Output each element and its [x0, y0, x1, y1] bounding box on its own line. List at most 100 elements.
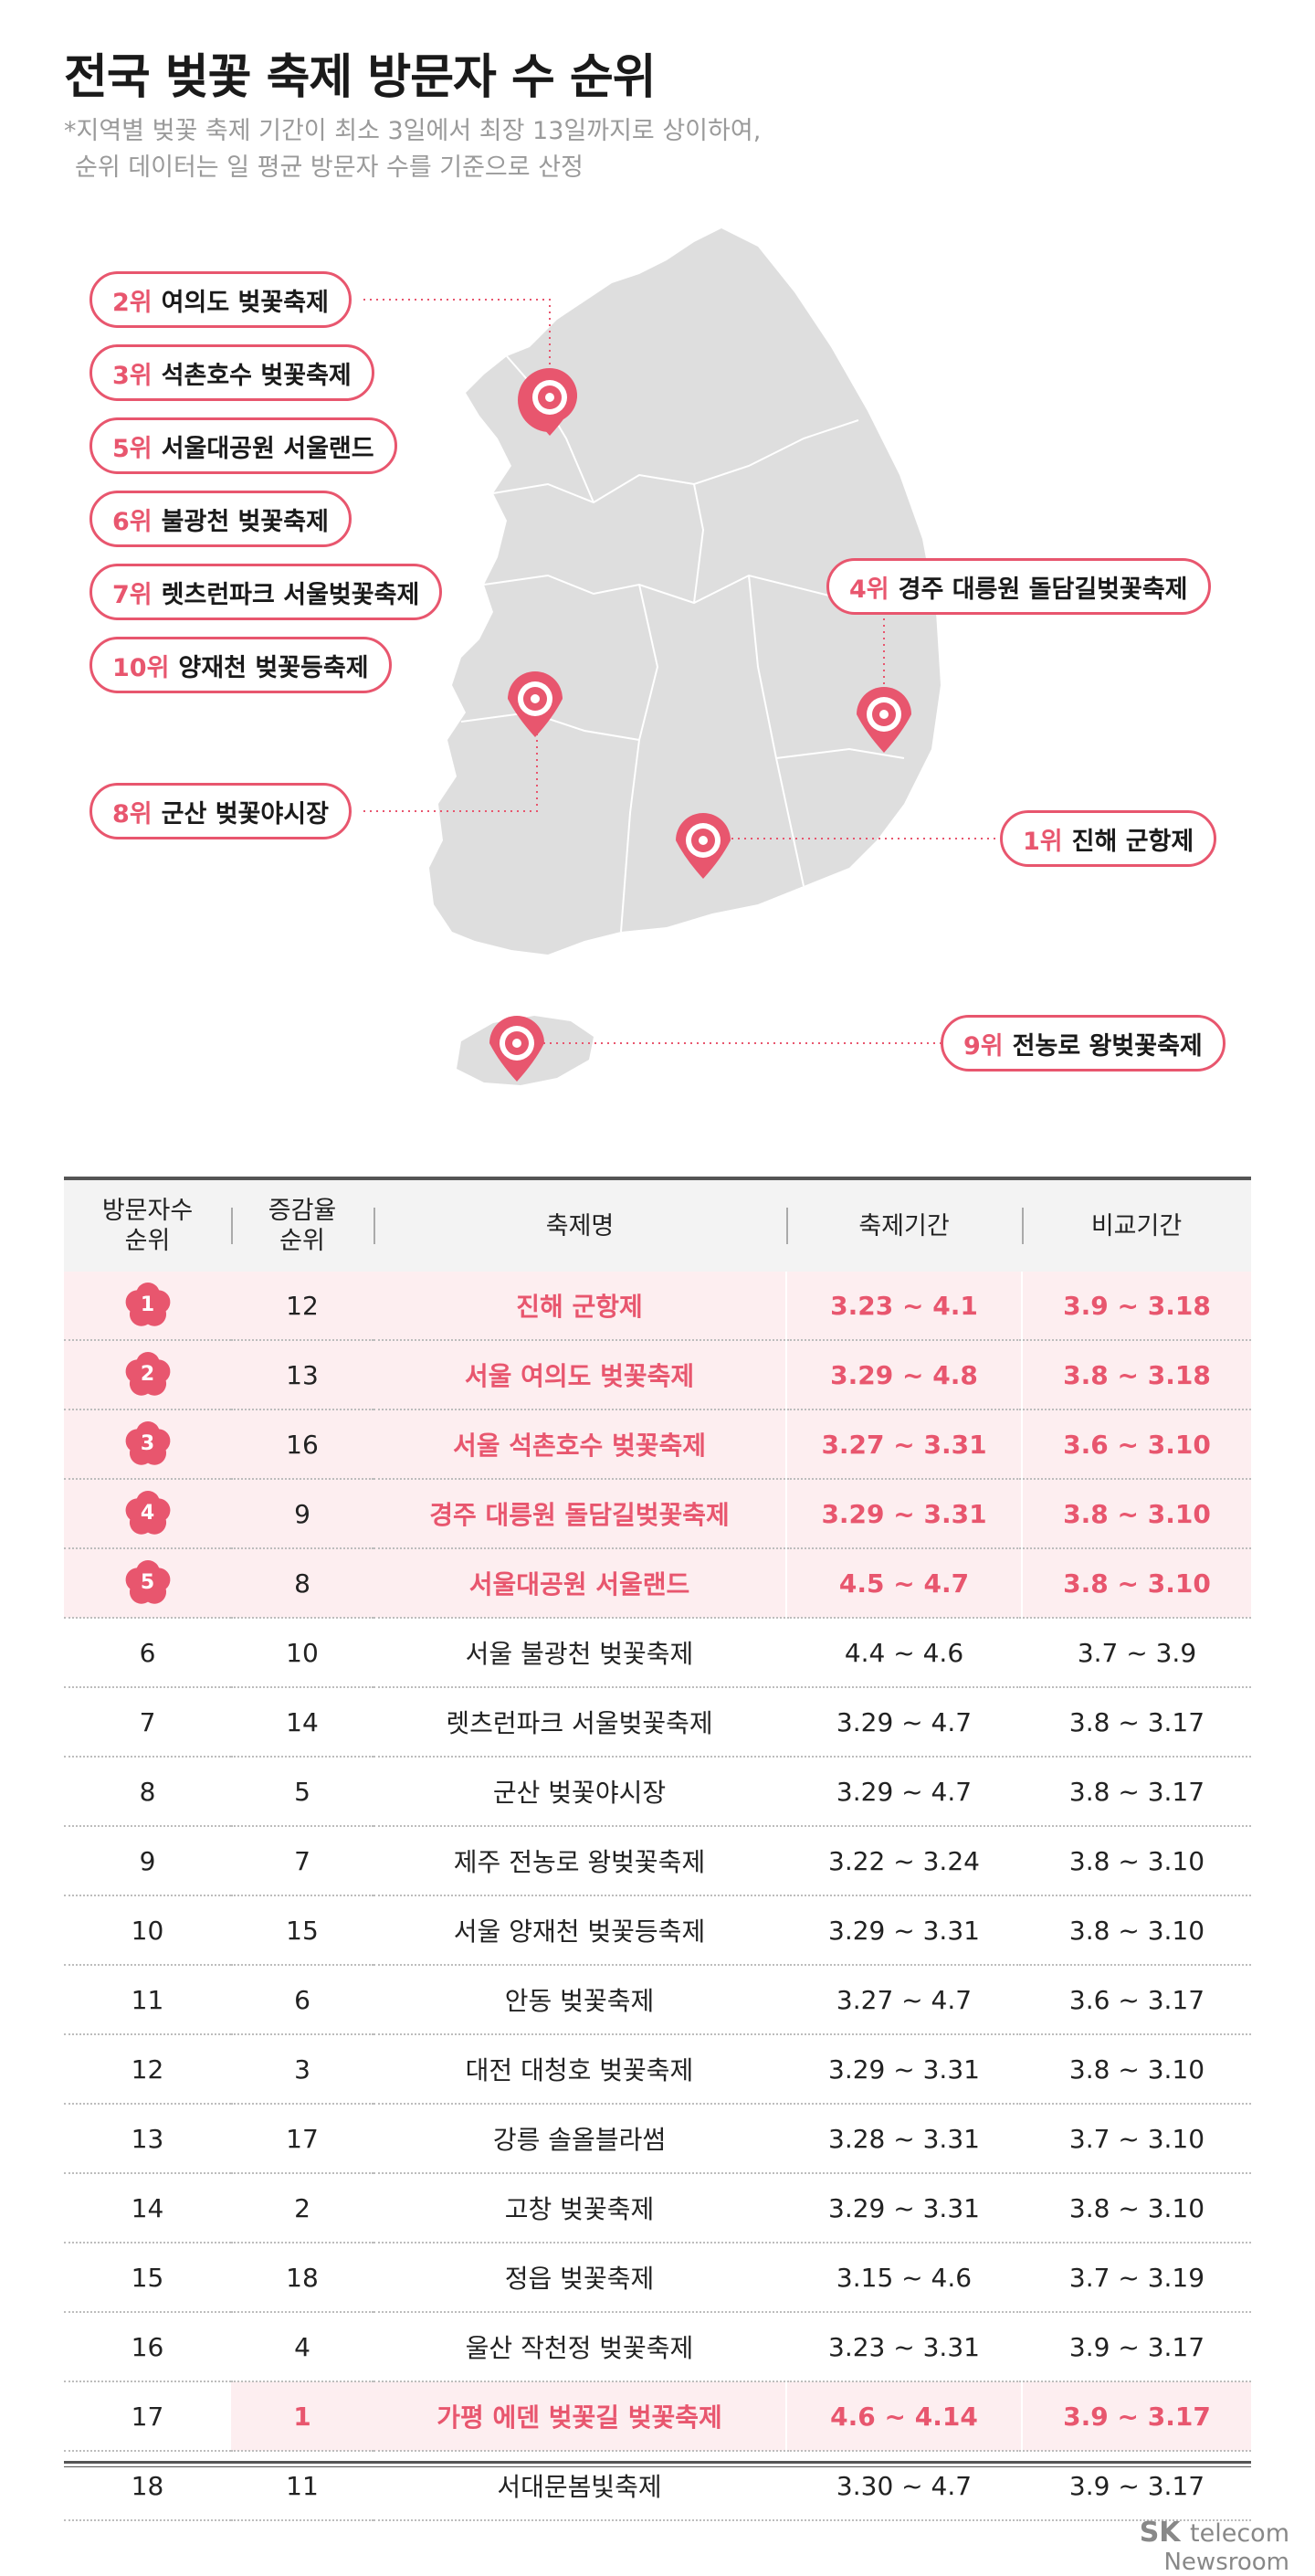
- table-row: 8 5 군산 벚꽃야시장 3.29 ~ 4.7 3.8 ~ 3.17: [64, 1757, 1251, 1827]
- cell-change-rank: 5: [231, 1757, 373, 1827]
- cell-compare-period: 3.9 ~ 3.17: [1021, 2312, 1251, 2382]
- table-row: 12 3 대전 대청호 벚꽃축제 3.29 ~ 3.31 3.8 ~ 3.10: [64, 2034, 1251, 2105]
- table-row: 6 10 서울 불광천 벚꽃축제 4.4 ~ 4.6 3.7 ~ 3.9: [64, 1618, 1251, 1688]
- cell-change-rank: 7: [231, 1826, 373, 1896]
- table-bottom-rule: [64, 2461, 1251, 2464]
- map-label-name: 석촌호수 벚꽃축제: [161, 361, 352, 390]
- cell-change-rank: 2: [231, 2173, 373, 2243]
- rank-number: 3: [140, 1432, 155, 1455]
- cell-festival-period: 3.29 ~ 4.7: [785, 1757, 1022, 1827]
- pin-gunsan-icon: [508, 671, 563, 737]
- footnote-line-2: 순위 데이터는 일 평균 방문자 수를 기준으로 산정: [75, 153, 584, 182]
- cell-visitor-rank: 8: [64, 1757, 231, 1827]
- map-label-rank: 7위: [112, 580, 153, 609]
- table-row: 10 15 서울 양재천 벚꽃등축제 3.29 ~ 3.31 3.8 ~ 3.10: [64, 1895, 1251, 1966]
- cell-compare-period: 3.8 ~ 3.10: [1021, 1826, 1251, 1896]
- cell-compare-period: 3.7 ~ 3.19: [1021, 2243, 1251, 2313]
- cell-festival-period: 3.23 ~ 4.1: [785, 1272, 1022, 1341]
- map-label-rank: 2위: [112, 288, 153, 317]
- cell-festival-name: 군산 벚꽃야시장: [373, 1757, 786, 1827]
- cell-visitor-rank: 5: [64, 1548, 231, 1619]
- map-label-name: 렛츠런파크 서울벚꽃축제: [161, 580, 420, 609]
- cell-festival-name: 가평 에덴 벚꽃길 벚꽃축제: [373, 2381, 786, 2452]
- cell-change-rank: 16: [231, 1409, 373, 1480]
- pin-seoul-icon: [518, 368, 577, 436]
- cell-festival-name: 울산 작천정 벚꽃축제: [373, 2312, 786, 2382]
- logo-brand: SK: [1139, 2517, 1181, 2549]
- table-header-row: 방문자수 순위 증감율 순위 축제명 축제기간 비교기간: [64, 1180, 1251, 1272]
- map-label-name: 경주 대릉원 돌담길벚꽃축제: [898, 575, 1188, 604]
- cell-festival-name: 제주 전농로 왕벚꽃축제: [373, 1826, 786, 1896]
- header-visitor-rank-l2: 순위: [124, 1227, 171, 1255]
- header-festival-name: 축제명: [373, 1180, 786, 1272]
- cell-compare-period: 3.8 ~ 3.17: [1021, 1757, 1251, 1827]
- map-label-name: 진해 군항제: [1071, 827, 1194, 856]
- cherry-blossom-rank-icon: 4: [121, 1487, 174, 1540]
- rank-number: 4: [140, 1502, 155, 1525]
- logo-sub: Newsroom: [1163, 2549, 1289, 2576]
- map-label-bulgwangcheon: 6위 불광천 벚꽃축제: [89, 491, 352, 547]
- cell-festival-name: 진해 군항제: [373, 1272, 786, 1341]
- cell-festival-period: 4.4 ~ 4.6: [785, 1618, 1022, 1688]
- header-change-rank-l1: 증감율: [268, 1197, 337, 1225]
- cell-change-rank: 9: [231, 1479, 373, 1549]
- header-compare-period: 비교기간: [1022, 1180, 1251, 1272]
- map-label-rank: 5위: [112, 434, 153, 463]
- cell-festival-name: 렛츠런파크 서울벚꽃축제: [373, 1687, 786, 1758]
- cell-festival-period: 3.29 ~ 3.31: [785, 2173, 1022, 2243]
- cell-change-rank: 12: [231, 1272, 373, 1341]
- table-row: 4 9 경주 대릉원 돌담길벚꽃축제 3.29 ~ 3.31 3.8 ~ 3.10: [64, 1479, 1251, 1549]
- cell-compare-period: 3.8 ~ 3.10: [1021, 1895, 1251, 1966]
- cell-festival-period: 3.29 ~ 3.31: [785, 1895, 1022, 1966]
- cell-festival-period: 3.28 ~ 3.31: [785, 2104, 1022, 2174]
- cell-visitor-rank: 15: [64, 2243, 231, 2313]
- cell-festival-period: 3.27 ~ 4.7: [785, 1965, 1022, 2035]
- table-bottom-rule-thin: [64, 2466, 1251, 2467]
- cell-change-rank: 3: [231, 2034, 373, 2105]
- map-label-rank: 10위: [112, 653, 170, 682]
- cell-festival-name: 서울 석촌호수 벚꽃축제: [373, 1409, 786, 1480]
- map-label-yangjaecheon: 10위 양재천 벚꽃등축제: [89, 637, 392, 693]
- map-label-jinhae: 1위 진해 군항제: [1000, 810, 1217, 867]
- map-label-name: 서울대공원 서울랜드: [161, 434, 374, 463]
- map-label-jeonnongro: 9위 전농로 왕벚꽃축제: [941, 1015, 1226, 1072]
- cell-change-rank: 6: [231, 1965, 373, 2035]
- header-visitor-rank-l1: 방문자수: [101, 1197, 194, 1225]
- map-label-seokchon: 3위 석촌호수 벚꽃축제: [89, 344, 374, 401]
- cell-compare-period: 3.7 ~ 3.9: [1021, 1618, 1251, 1688]
- map-label-rank: 6위: [112, 507, 153, 536]
- table-row: 16 4 울산 작천정 벚꽃축제 3.23 ~ 3.31 3.9 ~ 3.17: [64, 2312, 1251, 2382]
- cell-compare-period: 3.8 ~ 3.10: [1021, 2034, 1251, 2105]
- map-label-rank: 4위: [849, 575, 889, 604]
- cell-festival-name: 경주 대릉원 돌담길벚꽃축제: [373, 1479, 786, 1549]
- cell-visitor-rank: 10: [64, 1895, 231, 1966]
- cell-compare-period: 3.8 ~ 3.17: [1021, 1687, 1251, 1758]
- cell-compare-period: 3.8 ~ 3.10: [1021, 1479, 1251, 1549]
- cell-change-rank: 17: [231, 2104, 373, 2174]
- table-row: 9 7 제주 전농로 왕벚꽃축제 3.22 ~ 3.24 3.8 ~ 3.10: [64, 1826, 1251, 1896]
- cell-compare-period: 3.8 ~ 3.10: [1021, 2173, 1251, 2243]
- map-label-gyeongju: 4위 경주 대릉원 돌담길벚꽃축제: [826, 558, 1211, 615]
- festival-ranking-table: 방문자수 순위 증감율 순위 축제명 축제기간 비교기간 1 12 진해 군항제 3.23…: [64, 1180, 1251, 2521]
- rank-number: 1: [140, 1293, 155, 1316]
- table-row: 17 1 가평 에덴 벚꽃길 벚꽃축제 4.6 ~ 4.14 3.9 ~ 3.17: [64, 2381, 1251, 2452]
- header-visitor-rank: 방문자수 순위: [64, 1180, 231, 1272]
- cell-change-rank: 15: [231, 1895, 373, 1966]
- page-title: 전국 벚꽃 축제 방문자 수 순위: [64, 50, 657, 105]
- map-label-name: 여의도 벚꽃축제: [161, 288, 329, 317]
- cell-change-rank: 4: [231, 2312, 373, 2382]
- map-label-rank: 8위: [112, 799, 153, 829]
- map-label-rank: 3위: [112, 361, 153, 390]
- korea-map: 2위 여의도 벚꽃축제 3위 석촌호수 벚꽃축제 5위 서울대공원 서울랜드 6위 불광…: [0, 210, 1315, 1142]
- cell-compare-period: 3.8 ~ 3.18: [1021, 1340, 1251, 1410]
- cell-visitor-rank: 14: [64, 2173, 231, 2243]
- map-label-yeouido: 2위 여의도 벚꽃축제: [89, 271, 352, 328]
- table-row: 7 14 렛츠런파크 서울벚꽃축제 3.29 ~ 4.7 3.8 ~ 3.17: [64, 1687, 1251, 1758]
- rank-number: 2: [140, 1363, 155, 1386]
- cell-visitor-rank: 3: [64, 1409, 231, 1480]
- cell-visitor-rank: 17: [64, 2381, 231, 2452]
- cell-festival-period: 3.29 ~ 3.31: [785, 2034, 1022, 2105]
- cell-festival-name: 서울 여의도 벚꽃축제: [373, 1340, 786, 1410]
- map-label-seoulland: 5위 서울대공원 서울랜드: [89, 417, 397, 474]
- cell-visitor-rank: 4: [64, 1479, 231, 1549]
